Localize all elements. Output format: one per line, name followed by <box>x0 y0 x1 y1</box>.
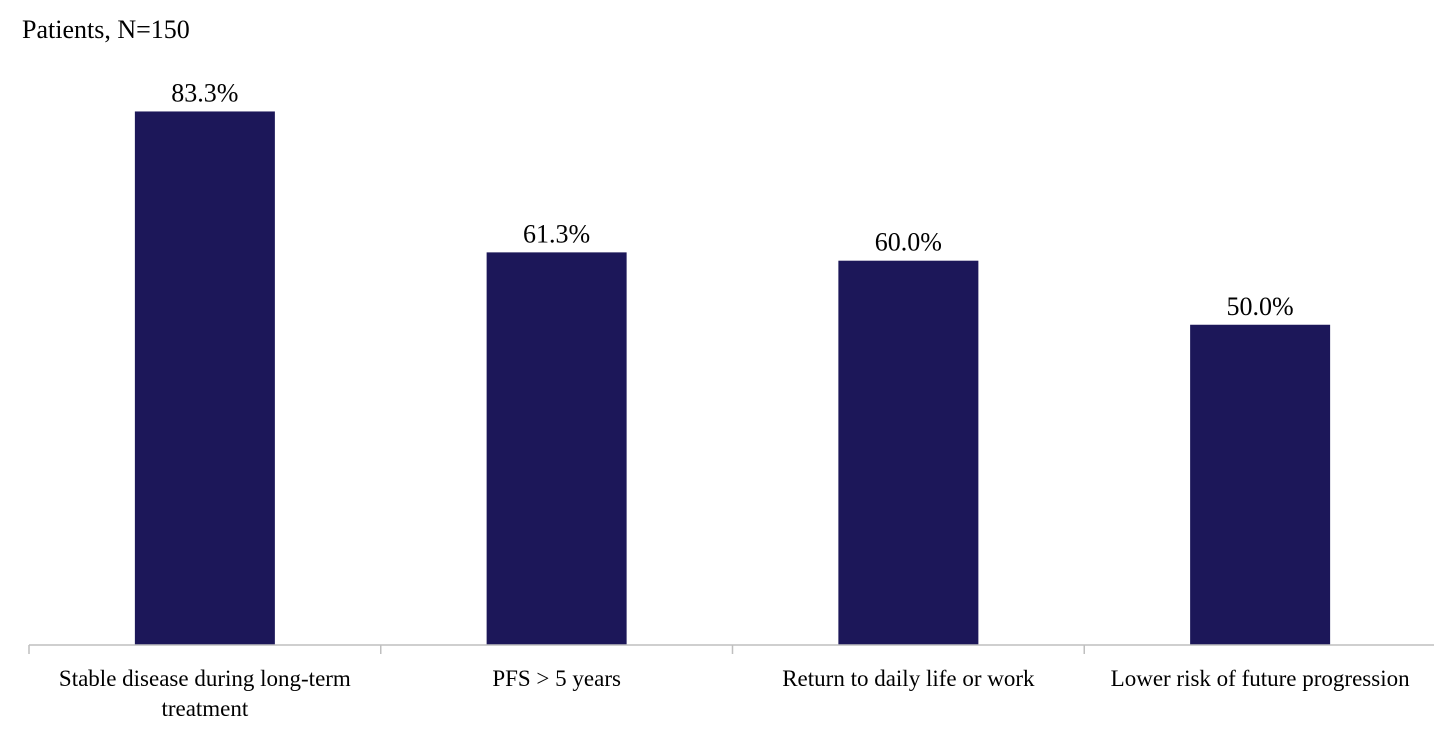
y-axis-label: Patients, N=150 <box>22 15 190 44</box>
x-tick-label-line: Stable disease during long-term <box>59 666 351 691</box>
x-tick-label-line: Return to daily life or work <box>782 666 1035 691</box>
data-labels-group: 83.3% 61.3% 60.0% 50.0% <box>171 78 1293 320</box>
bar <box>134 111 275 645</box>
bar-value-label: 50.0% <box>1227 292 1294 321</box>
x-axis-ticks <box>28 645 1085 654</box>
x-tick-label: Stable disease during long-term treatment <box>59 666 351 721</box>
bar <box>486 252 627 645</box>
x-tick-label-line: treatment <box>161 696 248 721</box>
x-tick-label: Return to daily life or work <box>782 666 1035 691</box>
bar-value-label: 60.0% <box>875 228 942 257</box>
bar-value-label: 83.3% <box>171 78 238 107</box>
x-tick-label: PFS > 5 years <box>492 666 621 691</box>
x-tick-label-line: PFS > 5 years <box>492 666 621 691</box>
x-tick-label: Lower risk of future progression <box>1111 666 1410 691</box>
bars-group <box>134 111 1331 645</box>
x-axis-tick-labels: Stable disease during long-term treatment… <box>59 666 1410 721</box>
bar <box>1190 324 1331 645</box>
bar-value-label: 61.3% <box>523 219 590 248</box>
x-tick-label-line: Lower risk of future progression <box>1111 666 1410 691</box>
bar <box>838 260 979 645</box>
